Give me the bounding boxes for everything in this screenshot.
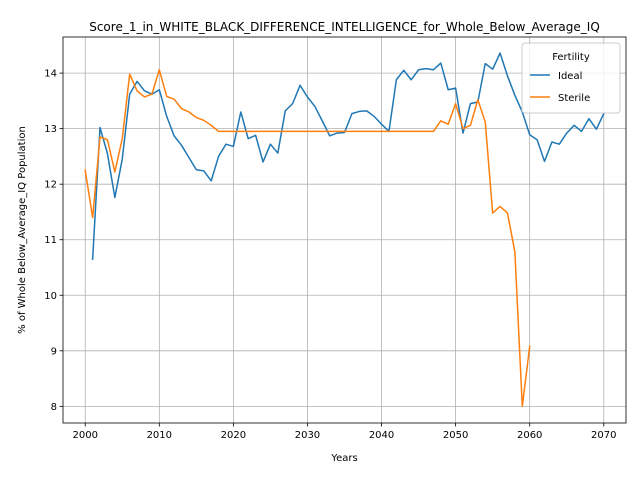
x-axis: 2000 2010 2020 2030 2040 2050 2060 2070 bbox=[72, 423, 617, 441]
x-tick-label: 2040 bbox=[369, 430, 394, 441]
legend-label-ideal: Ideal bbox=[558, 71, 582, 82]
y-tick-label: 9 bbox=[51, 346, 57, 357]
series-line-sterile bbox=[84, 69, 531, 408]
series-line-ideal bbox=[91, 52, 605, 260]
y-tick-label: 11 bbox=[44, 235, 57, 246]
x-tick-label: 2030 bbox=[295, 430, 320, 441]
series-layer bbox=[84, 52, 605, 408]
x-tick-label: 2010 bbox=[147, 430, 172, 441]
legend-box bbox=[521, 42, 621, 114]
plot-frame bbox=[62, 36, 627, 424]
x-tick-label: 2060 bbox=[517, 430, 542, 441]
legend-label-sterile: Sterile bbox=[558, 93, 590, 104]
y-tick-label: 8 bbox=[51, 402, 57, 413]
x-tick-label: 2020 bbox=[221, 430, 246, 441]
y-tick-label: 14 bbox=[44, 69, 57, 80]
y-tick-label: 10 bbox=[44, 291, 57, 302]
y-axis-label: % of Whole Below_Average_IQ Population bbox=[17, 126, 28, 334]
legend-title: Fertility bbox=[552, 52, 590, 63]
y-axis: 8 9 10 11 12 13 14 bbox=[44, 69, 63, 413]
y-tick-label: 13 bbox=[44, 124, 57, 135]
legend: Fertility Ideal Sterile bbox=[521, 42, 621, 114]
y-tick-label: 12 bbox=[44, 180, 57, 191]
x-axis-label: Years bbox=[330, 453, 357, 464]
chart-title: Score_1_in_WHITE_BLACK_DIFFERENCE_INTELL… bbox=[89, 20, 600, 34]
x-tick-label: 2000 bbox=[72, 430, 97, 441]
x-tick-label: 2050 bbox=[443, 430, 468, 441]
x-tick-label: 2070 bbox=[591, 430, 616, 441]
